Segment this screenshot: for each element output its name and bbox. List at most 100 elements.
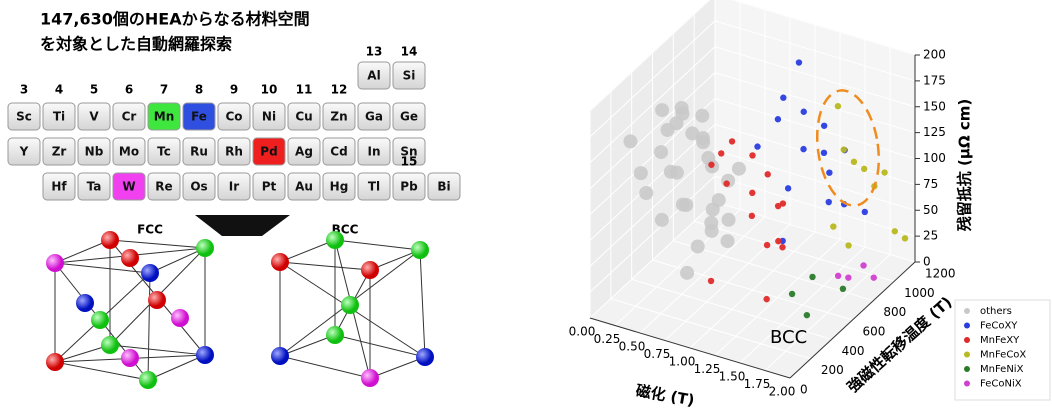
group-number: 15 [401, 155, 418, 169]
point [861, 166, 867, 172]
element-symbol: Ag [295, 145, 313, 159]
structure-label: FCC [137, 223, 163, 237]
point [851, 159, 857, 165]
element-symbol: Ge [400, 110, 418, 124]
point [796, 59, 802, 65]
point [623, 134, 637, 148]
element-symbol: Zr [52, 145, 67, 159]
x-tick-label: 0.25 [594, 332, 621, 346]
arrow [195, 215, 290, 236]
legend-label: FeCoXY [980, 321, 1018, 332]
element-symbol: V [89, 110, 99, 124]
point [841, 146, 847, 152]
group-number: 5 [90, 83, 98, 97]
element-symbol: Pt [262, 180, 277, 194]
point [845, 274, 851, 280]
legend-marker [964, 308, 970, 314]
x-tick-label: 2.00 [769, 385, 796, 399]
point [835, 273, 841, 279]
z-tick-label: 175 [923, 73, 946, 87]
element-symbol: Cr [122, 110, 137, 124]
group-number: 11 [296, 83, 313, 97]
element-symbol: Os [190, 180, 207, 194]
z-tick-label: 0 [923, 255, 931, 269]
annotation: BCC [770, 327, 807, 348]
point [845, 242, 851, 248]
element-symbol: Ni [262, 110, 276, 124]
element-symbol: Zn [330, 110, 347, 124]
point [765, 171, 771, 177]
point [775, 203, 781, 209]
y-tick-label: 600 [863, 325, 886, 339]
point [821, 123, 827, 129]
element-symbol: Bi [437, 180, 450, 194]
legend-marker [964, 337, 970, 343]
group-number: 4 [55, 83, 63, 97]
legend-label: FeCoNiX [980, 379, 1022, 390]
point [704, 216, 718, 230]
point [892, 228, 898, 234]
element-symbol: Au [295, 180, 313, 194]
x-tick-label: 1.25 [694, 362, 721, 376]
x-tick-label: 0.00 [569, 325, 596, 339]
element-symbol: Pd [260, 145, 277, 159]
x-tick-label: 1.75 [744, 377, 771, 391]
legend-label: MnFeCoX [980, 350, 1026, 361]
point [801, 109, 807, 115]
y-tick-label: 1000 [904, 286, 935, 300]
group-number: 9 [230, 83, 238, 97]
point [679, 198, 693, 212]
legend-marker [964, 352, 970, 358]
point [779, 244, 785, 250]
point [695, 109, 709, 123]
y-tick-label: 800 [883, 305, 906, 319]
x-tick-label: 1.00 [669, 355, 696, 369]
group-number: 10 [261, 83, 278, 97]
point [764, 242, 770, 248]
y-tick-label: 0 [800, 383, 808, 397]
element-symbol: Cd [330, 145, 347, 159]
point [661, 123, 675, 137]
point [821, 150, 827, 156]
point [749, 190, 755, 196]
point [664, 165, 678, 179]
x-tick-label: 1.50 [719, 370, 746, 384]
z-tick-label: 50 [923, 203, 938, 217]
point [685, 126, 699, 140]
element-symbol: Al [367, 69, 380, 83]
element-symbol: In [367, 145, 380, 159]
point [680, 266, 694, 280]
group-number: 14 [401, 45, 418, 59]
point [830, 223, 836, 229]
group-number: 6 [125, 83, 133, 97]
element-symbol: Ru [190, 145, 208, 159]
x-axis-label: 磁化 (T) [634, 382, 695, 407]
page: 147,630個のHEAからなる材料空間 を対象とした自動網羅探索 FCC BC… [0, 0, 1052, 407]
element-symbol: Ga [365, 110, 383, 124]
y-tick-label: 200 [821, 363, 844, 377]
z-tick-label: 200 [923, 48, 946, 62]
point [862, 209, 868, 215]
z-axis-label: 残留抵抗 (μΩ cm) [956, 99, 974, 231]
element-symbol: Ta [87, 180, 102, 194]
point [809, 274, 815, 280]
point [775, 116, 781, 122]
element-symbol: Y [19, 145, 29, 159]
point [654, 145, 668, 159]
element-symbol: Tl [368, 180, 380, 194]
element-symbol: Hg [330, 180, 349, 194]
point [749, 152, 755, 158]
title: を対象とした自動網羅探索 [40, 35, 232, 54]
element-symbol: Tc [157, 145, 171, 159]
legend-marker [964, 323, 970, 329]
point [826, 199, 832, 205]
element-symbol: Fe [191, 110, 207, 124]
point [902, 235, 908, 241]
element-symbol: Mo [119, 145, 139, 159]
element-symbol: W [122, 180, 135, 194]
element-symbol: Sc [16, 110, 32, 124]
element-symbol: Ti [53, 110, 65, 124]
y-tick-label: 1200 [925, 267, 956, 281]
element-symbol: Cu [295, 110, 312, 124]
point [708, 278, 714, 284]
